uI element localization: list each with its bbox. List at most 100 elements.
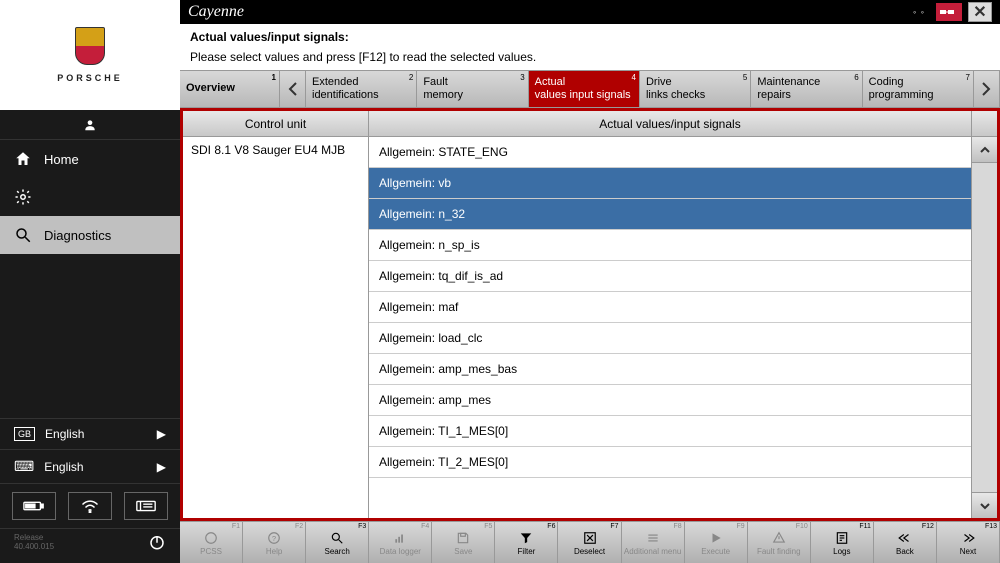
- tab-back-button[interactable]: [280, 71, 306, 107]
- nav-diagnostics-label: Diagnostics: [44, 228, 111, 243]
- fkey-search[interactable]: F3Search: [306, 522, 369, 563]
- window-controls-icon[interactable]: ◦ ◦: [908, 3, 930, 21]
- tab-coding-programming[interactable]: 7Codingprogramming: [863, 71, 974, 107]
- tab-overview[interactable]: 1Overview: [180, 71, 280, 107]
- signal-row[interactable]: Allgemein: STATE_ENG: [369, 137, 971, 168]
- page-instruction: Please select values and press [F12] to …: [190, 50, 990, 64]
- brand-crest-icon: [75, 27, 105, 65]
- fkey-logs[interactable]: F11Logs: [811, 522, 874, 563]
- wifi-icon: [81, 499, 99, 513]
- fkey-execute: F9Execute: [685, 522, 748, 563]
- fkey-deselect[interactable]: F7Deselect: [558, 522, 621, 563]
- language-row-2[interactable]: ⌨ English ▶: [0, 449, 180, 483]
- release-row: Release 40.400.015: [0, 528, 180, 559]
- function-key-bar: F1PCSSF2?HelpF3SearchF4Data loggerF5Save…: [180, 521, 1000, 563]
- battery-button[interactable]: [12, 492, 56, 520]
- signal-row[interactable]: Allgemein: TI_2_MES[0]: [369, 447, 971, 478]
- nav-home-label: Home: [44, 152, 79, 167]
- fkey-pcss: F1PCSS: [180, 522, 243, 563]
- fkey-fault-finding: F10Fault finding: [748, 522, 811, 563]
- connector-icon[interactable]: [936, 3, 962, 21]
- close-icon: ✕: [973, 2, 986, 22]
- help-icon: ?: [267, 530, 281, 546]
- user-icon: [83, 118, 97, 132]
- nav-settings[interactable]: [0, 178, 180, 216]
- content-area: Control unit Actual values/input signals…: [180, 108, 1000, 521]
- page-title: Actual values/input signals:: [190, 30, 990, 44]
- scroll-up-button[interactable]: [972, 137, 997, 163]
- keyboard-icon: ⌨: [14, 458, 34, 475]
- device-button[interactable]: [124, 492, 168, 520]
- device-icon: [135, 499, 157, 513]
- fkey-next[interactable]: F13Next: [937, 522, 1000, 563]
- col-header-control-unit: Control unit: [183, 111, 369, 137]
- bottom-controls: GB English ▶ ⌨ English ▶ Release: [0, 418, 180, 563]
- power-icon[interactable]: [148, 533, 166, 551]
- release-label: Release: [14, 533, 54, 542]
- tab-forward-button[interactable]: [974, 71, 1000, 107]
- logs-icon: [835, 530, 849, 546]
- signal-row[interactable]: Allgemein: amp_mes: [369, 385, 971, 416]
- lang1-label: English: [45, 427, 84, 441]
- release-version: 40.400.015: [14, 542, 54, 551]
- wifi-button[interactable]: [68, 492, 112, 520]
- signal-row[interactable]: Allgemein: maf: [369, 292, 971, 323]
- signal-row[interactable]: Allgemein: n_sp_is: [369, 230, 971, 261]
- page-header: Actual values/input signals: Please sele…: [180, 24, 1000, 70]
- next-icon: [961, 530, 975, 546]
- chevron-right-icon: [980, 81, 992, 97]
- chevron-down-icon: [978, 499, 992, 513]
- control-unit-cell: SDI 8.1 V8 Sauger EU4 MJB: [183, 137, 369, 518]
- tab-drive-links-checks[interactable]: 5Drivelinks checks: [640, 71, 751, 107]
- main: Cayenne ◦ ◦ ✕ Actual values/input signal…: [180, 0, 1000, 563]
- scroll-track[interactable]: [972, 163, 997, 492]
- scroll-down-button[interactable]: [972, 492, 997, 518]
- chevron-right-icon: ▶: [157, 460, 166, 474]
- back-icon: [898, 530, 912, 546]
- tab-bar: 1Overview 2Extendedidentifications3Faultm…: [180, 70, 1000, 108]
- signal-row[interactable]: Allgemein: tq_dif_is_ad: [369, 261, 971, 292]
- fkey-additional-menu: F8Additional menu: [622, 522, 685, 563]
- fkey-help: F2?Help: [243, 522, 306, 563]
- save-icon: [456, 530, 470, 546]
- logo-area: PORSCHE: [0, 0, 180, 110]
- lang2-label: English: [44, 460, 83, 474]
- signal-row[interactable]: Allgemein: TI_1_MES[0]: [369, 416, 971, 447]
- signal-row[interactable]: Allgemein: vb: [369, 168, 971, 199]
- additional-menu-icon: [646, 530, 660, 546]
- signal-row[interactable]: Allgemein: n_32: [369, 199, 971, 230]
- svg-text:?: ?: [272, 533, 276, 542]
- execute-icon: [709, 530, 723, 546]
- fkey-save: F5Save: [432, 522, 495, 563]
- tab-extended-identifications[interactable]: 2Extendedidentifications: [306, 71, 417, 107]
- fkey-data-logger: F4Data logger: [369, 522, 432, 563]
- nav-diagnostics[interactable]: Diagnostics: [0, 216, 180, 254]
- fkey-back[interactable]: F12Back: [874, 522, 937, 563]
- language-row-1[interactable]: GB English ▶: [0, 418, 180, 449]
- fkey-filter[interactable]: F6Filter: [495, 522, 558, 563]
- nav-home[interactable]: Home: [0, 140, 180, 178]
- pcss-icon: [204, 530, 218, 546]
- home-icon: [14, 150, 32, 168]
- user-area[interactable]: [0, 110, 180, 140]
- close-button[interactable]: ✕: [968, 2, 992, 22]
- battery-icon: [23, 500, 45, 512]
- nav: Home Diagnostics: [0, 140, 180, 418]
- app-root: PORSCHE Home Diagnostics GB English: [0, 0, 1000, 563]
- scrollbar-header-spacer: [972, 111, 997, 137]
- col-header-signals: Actual values/input signals: [369, 111, 971, 137]
- tab-maintenance-repairs[interactable]: 6Maintenancerepairs: [751, 71, 862, 107]
- fault-finding-icon: [772, 530, 786, 546]
- data-logger-icon: [393, 530, 407, 546]
- scrollbar: [971, 111, 997, 518]
- tab-fault-memory[interactable]: 3Faultmemory: [417, 71, 528, 107]
- brand-label: PORSCHE: [57, 73, 123, 83]
- status-icon-row: [0, 483, 180, 528]
- search-icon: [330, 530, 344, 546]
- tab-actual-values-input-signals[interactable]: 4Actualvalues input signals: [529, 71, 640, 107]
- chevron-left-icon: [287, 81, 299, 97]
- signal-row[interactable]: Allgemein: amp_mes_bas: [369, 354, 971, 385]
- signal-row[interactable]: Allgemein: load_clc: [369, 323, 971, 354]
- sidebar: PORSCHE Home Diagnostics GB English: [0, 0, 180, 563]
- lang-badge: GB: [14, 427, 35, 441]
